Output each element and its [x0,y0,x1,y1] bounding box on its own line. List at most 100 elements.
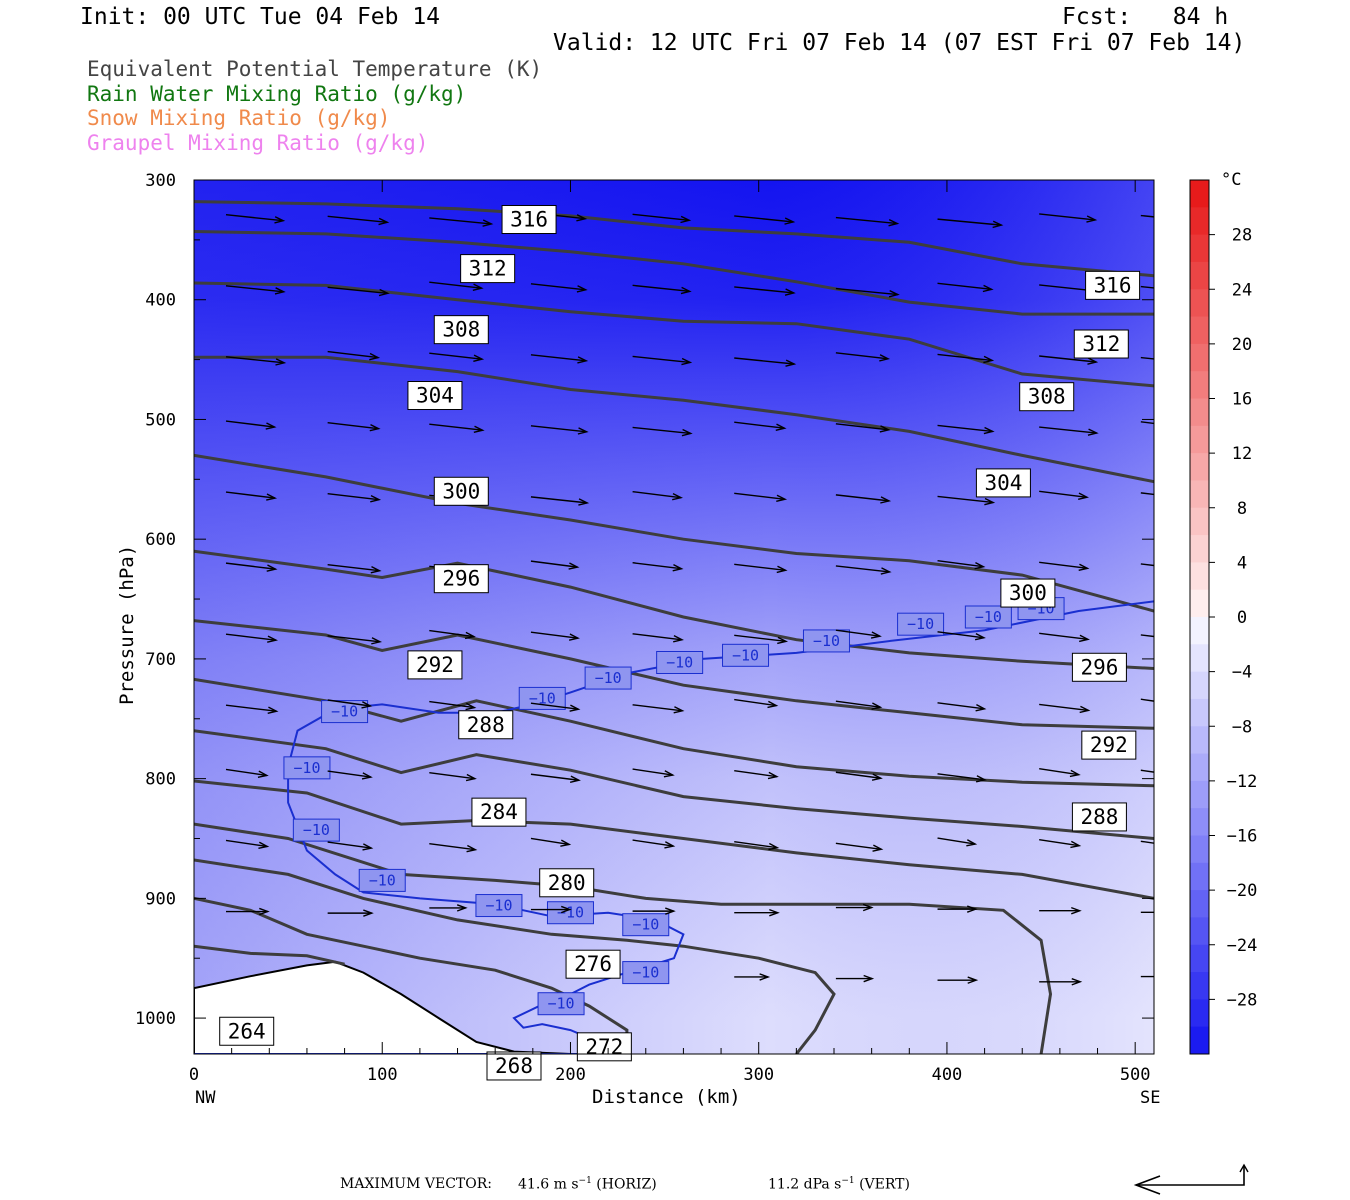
wind-vector-head [369,423,381,432]
wind-vector-head [888,290,900,298]
colorbar-label: −12 [1227,772,1258,792]
colorbar-swatch [1190,617,1209,645]
theta-e-label-box [576,1032,632,1062]
x-tick-label: 200 [555,1065,586,1085]
wind-vector [225,704,277,712]
wind-vector-head [767,700,779,709]
theta-e-label-box [565,949,621,979]
colorbar-swatch [1190,698,1209,727]
x-tick-label: 0 [189,1065,199,1085]
legend-rain: Rain Water Mixing Ratio (g/kg) [87,82,467,106]
isotherm-label: −10 [529,689,556,707]
wind-vector [835,842,882,850]
isotherm-label: −10 [632,964,659,982]
theta-e-label-box [1071,802,1127,832]
wind-vector-head [777,636,789,645]
legend-theta-e: Equivalent Potential Temperature (K) [87,57,543,81]
colorbar-swatch [1190,890,1209,918]
wind-vector [1039,838,1080,847]
theta-e-label: 272 [585,1035,623,1059]
colorbar-swatch [1190,644,1209,673]
theta-e-label: 316 [1094,273,1132,297]
wind-vector [835,423,889,431]
wind-vector-head [784,217,796,225]
wind-vector [734,634,787,643]
wind-vector-head [1078,563,1090,572]
wind-vector-head [872,844,884,852]
colorbar-swatch [1190,425,1209,454]
wind-vector [530,631,579,639]
wind-vector-head [456,904,468,912]
init-time: Init: 00 UTC Tue 04 Feb 14 [80,4,441,30]
wind-vector-head [266,564,278,572]
wind-vector [835,771,881,779]
theta-e-label-box [501,205,557,235]
wind-vector-head [473,425,485,434]
colorbar-swatch [1190,999,1209,1028]
colorbar-label: 0 [1237,608,1247,628]
isotherm-label: −10 [666,653,693,671]
colorbar-swatch [1190,207,1209,236]
wind-vector-head [974,632,986,641]
colorbar-swatch [1190,371,1209,399]
theta-e-contour-296 [194,549,1154,670]
wind-vector-head [569,704,581,712]
wind-vector [734,492,786,500]
theta-e-label: 296 [442,567,480,591]
colorbar-swatch [1190,535,1209,563]
wind-vector-head [862,903,874,912]
wind-vector [937,631,984,639]
isotherm-label: −10 [303,821,330,839]
theta-e-label-box [1000,578,1056,608]
wind-vector-head [663,770,675,778]
wind-vector-head [1078,492,1089,500]
wind-vector-head [1174,843,1183,849]
theta-e-label-box [433,315,489,345]
isotherm-label-box [897,612,945,636]
wind-vector-head [576,214,588,222]
terrain [194,960,627,1054]
wind-vector-head [473,354,485,362]
wind-vector [327,215,388,224]
colorbar-swatch [1190,835,1209,864]
y-axis-label: Pressure (hPa) [116,544,138,705]
wind-vector [327,635,381,643]
wind-vector-head [258,841,270,850]
colorbar-label: 4 [1237,553,1247,573]
theta-e-label-box [458,710,514,740]
y-tick-label: 300 [145,171,176,191]
wind-vector [429,352,483,360]
wind-vector-head [259,907,270,916]
wind-vector-head [371,637,383,645]
wind-vector [225,420,275,428]
colorbar-swatch [1190,507,1209,536]
y-tick-label: 400 [145,291,176,311]
wind-vector-head [767,771,779,780]
isotherm-label-box [321,700,369,724]
legend-snow: Snow Mixing Ratio (g/kg) [87,106,391,130]
wind-vector [327,699,371,707]
wind-vector-head [560,905,572,914]
isotherm-label-box [537,992,585,1016]
wind-vector-head [966,905,978,913]
wind-vector-head [975,704,987,712]
colorbar-swatch [1190,972,1209,1000]
theta-e-label: 316 [510,208,548,232]
wind-vector [1140,285,1154,289]
wind-vector [327,286,388,295]
theta-e-contour-280 [194,779,1154,900]
colorbar-swatch [1190,480,1209,509]
wind-vector-head [1087,357,1099,365]
wind-vector [530,354,587,362]
wind-vector [1039,561,1088,570]
wind-vector-head [482,219,494,227]
wind-vector [632,284,690,293]
theta-e-label-box [460,254,516,284]
theta-e-label-box [539,868,595,898]
wind-vector-head [982,284,994,293]
wind-vector-head [785,359,797,367]
theta-e-contour-316 [194,200,1154,278]
wind-vector [835,565,890,573]
isotherm-label: −10 [907,615,934,633]
colorbar-swatch [1190,1026,1209,1055]
